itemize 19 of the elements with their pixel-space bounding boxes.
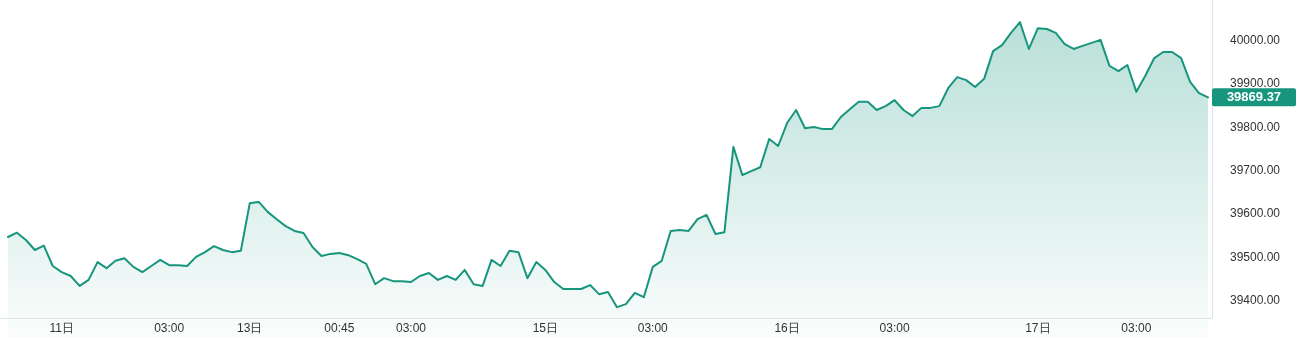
x-tick-label: 15日 <box>532 321 558 336</box>
x-tick-label: 11日 <box>49 321 74 336</box>
x-tick-label: 03:00 <box>879 321 910 336</box>
x-tick-label: 13日 <box>237 321 263 336</box>
y-tick-label: 39500.00 <box>1229 249 1281 264</box>
x-tick-label: 03:00 <box>637 321 669 336</box>
x-tick-label: 03:00 <box>395 321 427 336</box>
x-tick-label: 16日 <box>774 321 800 336</box>
text: 39869.37 <box>1226 88 1282 104</box>
y-tick-label: 39400.00 <box>1229 292 1281 307</box>
y-tick-label: 39700.00 <box>1229 162 1281 177</box>
y-tick-label: 40000.00 <box>1229 32 1281 47</box>
x-tick-label: 00:45 <box>324 321 355 336</box>
y-tick-label: 39600.00 <box>1229 206 1281 221</box>
y-tick-label: 39800.00 <box>1229 119 1281 134</box>
x-tick-label: 17日 <box>1025 321 1051 336</box>
x-tick-label: 03:00 <box>154 321 185 336</box>
x-tick-label: 03:00 <box>1121 321 1152 336</box>
y-tick-label: 39900.00 <box>1229 76 1281 91</box>
